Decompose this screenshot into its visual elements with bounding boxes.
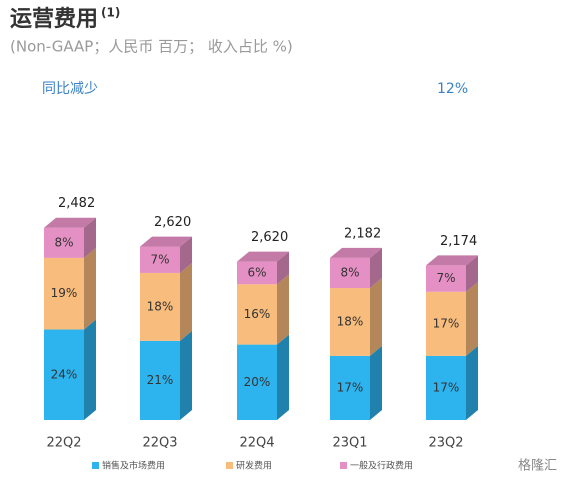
segment-label: 6% [247, 265, 266, 279]
bar-segment [330, 355, 370, 420]
bar-side [84, 247, 96, 330]
bar-segment [237, 261, 277, 285]
legend-swatch [226, 462, 233, 469]
bar-side [370, 345, 382, 420]
bar-top [237, 251, 289, 262]
bar-side [180, 330, 192, 420]
watermark: 格隆汇 [518, 458, 557, 474]
segment-label: 18% [147, 299, 174, 313]
x-tick-label: 23Q1 [332, 436, 367, 451]
bar-side [180, 262, 192, 341]
bar-side [466, 345, 478, 420]
bar-side [466, 255, 478, 292]
total-label: 2,182 [344, 226, 381, 241]
total-label: 2,620 [251, 230, 288, 245]
bar-side [466, 281, 478, 356]
total-label: 2,174 [440, 234, 477, 249]
bar-segment [44, 227, 84, 258]
total-label: 2,482 [58, 196, 95, 211]
segment-label: 7% [150, 252, 169, 266]
bar-segment [426, 265, 466, 292]
bar-top [426, 255, 478, 266]
segment-label: 16% [244, 307, 271, 321]
segment-label: 17% [433, 380, 460, 394]
bar-top [140, 236, 192, 247]
x-tick-label: 22Q3 [142, 436, 177, 451]
legend-swatch [340, 462, 347, 469]
title-note: (1) [101, 6, 120, 20]
segment-label: 19% [51, 286, 78, 300]
bar-top [44, 217, 96, 228]
bar-segment [237, 284, 277, 345]
segment-label: 24% [51, 367, 78, 381]
x-tick-label: 22Q4 [239, 436, 274, 451]
segment-label: 20% [244, 375, 271, 389]
bar-side [180, 236, 192, 273]
total-label: 2,620 [154, 215, 191, 230]
annotation-value: 12% [437, 81, 468, 97]
bar-segment [44, 257, 84, 330]
segment-label: 8% [54, 235, 73, 249]
bar-segment [140, 272, 180, 341]
legend-swatch [92, 462, 99, 469]
legend-label: 研发费用 [236, 460, 272, 472]
bar-segment [140, 340, 180, 420]
x-tick-label: 23Q2 [428, 436, 463, 451]
bar-side [84, 319, 96, 420]
bar-side [84, 217, 96, 258]
bar-side [277, 334, 289, 420]
bar-segment [140, 246, 180, 273]
segment-label: 21% [147, 373, 174, 387]
segment-label: 18% [337, 314, 364, 328]
subtitle: (Non-GAAP；人民币 百万； 收入占比 %) [10, 38, 293, 56]
x-tick-label: 22Q2 [46, 436, 81, 451]
bar-segment [330, 288, 370, 356]
chart-title: 运营费用 [10, 7, 98, 32]
bar-side [370, 278, 382, 356]
bar-side [370, 247, 382, 289]
bar-segment [426, 355, 466, 420]
bar-top [330, 247, 382, 258]
bar-segment [426, 291, 466, 356]
annotation-label: 同比减少 [42, 81, 98, 97]
segment-label: 7% [436, 271, 455, 285]
bar-segment [330, 257, 370, 289]
bar-segment [237, 344, 277, 420]
legend-label: 销售及市场费用 [102, 460, 165, 472]
segment-label: 8% [340, 265, 359, 279]
bar-side [277, 274, 289, 345]
segment-label: 17% [433, 316, 460, 330]
segment-label: 17% [337, 380, 364, 394]
bar-side [277, 251, 289, 285]
bar-segment [44, 329, 84, 420]
legend-label: 一般及行政费用 [350, 460, 413, 472]
